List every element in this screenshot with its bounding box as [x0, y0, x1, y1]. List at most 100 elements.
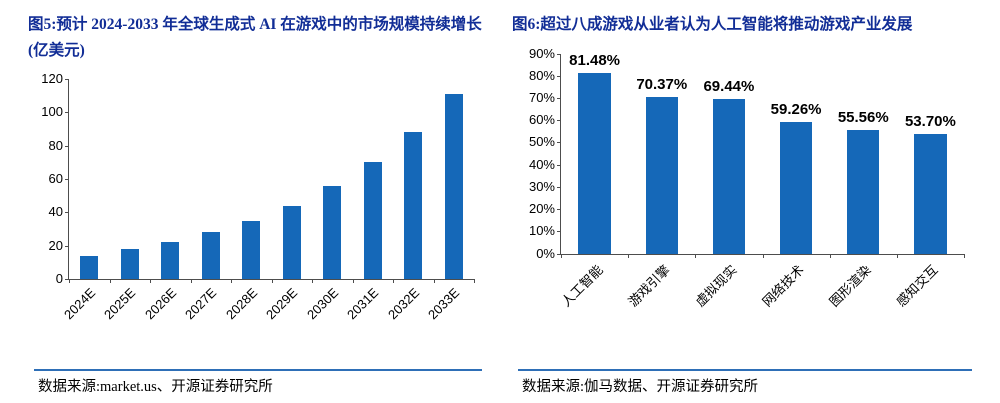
x-axis-label-text: 2029E [263, 285, 301, 323]
figure6-title: 图6:超过八成游戏从业者认为人工智能将推动游戏产业发展 [512, 16, 913, 33]
figure5-plot-area: 0 20 40 60 80 100 120 2024E 2025E 2026E 2027E 2028E… [41, 71, 475, 322]
x-axis-tick-mark [896, 253, 898, 258]
chart-bar [363, 162, 382, 280]
x-axis-label-text: 2026E [141, 285, 179, 323]
x-axis-label-text: 2032E [384, 285, 422, 323]
y-axis-tick-mark [557, 120, 561, 122]
chart-bar [914, 134, 947, 254]
y-axis-tick-mark [557, 253, 561, 255]
x-axis-tick-mark [150, 279, 151, 284]
y-axis-tick-mark [557, 231, 561, 233]
y-axis-tick-label: 40 [48, 204, 63, 220]
y-axis-tick-label: 20 [48, 237, 63, 253]
x-axis-tick-mark [762, 253, 764, 258]
bar-value-label: 53.70% [904, 113, 956, 131]
x-axis-tick-mark [829, 253, 831, 258]
y-axis-tick-label: 30% [528, 178, 555, 194]
y-axis-tick-label: 60% [528, 112, 555, 128]
x-axis-tick-mark [561, 253, 562, 258]
chart-bar [161, 242, 180, 280]
chart-bar [282, 205, 301, 280]
y-axis-tick-label: 120 [41, 71, 63, 87]
x-axis-label-text: 感知交互 [893, 261, 942, 310]
x-axis-tick-mark [271, 279, 273, 284]
x-axis-label-text: 2031E [344, 285, 382, 323]
y-axis-tick-label: 80% [528, 67, 555, 83]
x-axis-label-text: 游戏引擎 [625, 261, 673, 310]
chart-bar [201, 232, 220, 280]
x-axis-tick-mark [312, 279, 313, 284]
figure5-title: 图5:预计 2024-2033 年全球生成式 AI 在游戏中的市场规模持续增长(… [28, 16, 482, 59]
figure6-plot-area: 0% 10% 20% 30% 40% 50% 60% 70% 80% 90% 人工智能 81.48% 游… [529, 46, 965, 309]
chart-bar [779, 121, 813, 254]
y-axis-tick-mark [65, 279, 69, 281]
y-axis-tick-mark [65, 245, 69, 247]
bar-value-label: 70.37% [636, 76, 688, 94]
x-axis-label-text: 2030E [303, 285, 341, 323]
figure6-divider-line [518, 369, 972, 371]
chart-bar [578, 72, 611, 254]
chart-bar [80, 255, 99, 280]
x-axis-label-text: 2027E [182, 285, 220, 323]
y-axis-tick-mark [65, 112, 69, 114]
y-axis-tick-mark [65, 79, 69, 81]
x-axis-tick-mark [433, 279, 435, 284]
x-axis-tick-mark [964, 253, 965, 258]
chart-bar [712, 99, 746, 254]
y-axis-tick-label: 70% [528, 90, 555, 105]
x-axis-tick-mark [352, 279, 354, 284]
chart-bar [645, 97, 678, 254]
y-axis-tick-label: 100 [41, 104, 63, 120]
x-axis-label-text: 网络技术 [759, 261, 807, 310]
bar-value-label: 69.44% [703, 78, 755, 96]
y-axis-tick-mark [65, 212, 69, 214]
x-axis-tick-mark [474, 279, 475, 284]
x-axis-label-text: 虚拟现实 [692, 261, 740, 310]
y-axis-tick-mark [557, 142, 561, 144]
chart-bar [242, 220, 261, 280]
x-axis-label-text: 人工智能 [557, 261, 606, 310]
figure5-source: 数据来源:market.us、开源证券研究所 [38, 379, 273, 395]
x-axis-label-text: 2033E [425, 285, 463, 323]
x-axis-label-text: 2028E [222, 285, 260, 323]
chart-bar [847, 130, 880, 254]
x-axis-tick-mark [393, 279, 394, 284]
bar-value-label: 55.56% [837, 109, 889, 127]
x-axis-label-text: 图形渲染 [826, 261, 874, 310]
y-axis-tick-mark [557, 186, 561, 188]
bar-value-label: 81.48% [569, 51, 621, 69]
x-axis-tick-mark [190, 279, 192, 284]
figure5-divider-line [34, 369, 482, 371]
x-axis-label-text: 2025E [101, 285, 139, 323]
y-axis-tick-mark [557, 209, 561, 211]
figure5-bar-chart: 0 20 40 60 80 100 120 2024E 2025E 2026E 2027E 2028E… [28, 69, 484, 337]
bar-value-label: 59.26% [770, 100, 822, 118]
x-axis-tick-mark [109, 279, 111, 284]
y-axis-tick-label: 40% [528, 156, 555, 172]
y-axis-tick-label: 10% [528, 223, 555, 239]
y-axis-tick-label: 90% [528, 45, 555, 61]
figure6-bar-chart: 0% 10% 20% 30% 40% 50% 60% 70% 80% 90% 人工智能 81.48% 游… [512, 44, 974, 312]
figure6-panel: 图6:超过八成游戏从业者认为人工智能将推动游戏产业发展 0% 10% 20% 30% 4… [512, 0, 974, 403]
y-axis-tick-label: 0% [536, 245, 555, 261]
chart-bar [323, 185, 342, 280]
y-axis-tick-mark [557, 75, 561, 77]
y-axis-tick-mark [557, 164, 561, 166]
chart-bar [120, 249, 139, 280]
y-axis-tick-label: 0 [55, 271, 63, 287]
y-axis-tick-mark [65, 145, 69, 147]
y-axis-tick-label: 80 [48, 137, 63, 153]
y-axis-tick-label: 50% [528, 134, 555, 150]
chart-bar [444, 94, 463, 280]
x-axis-label-text: 2024E [60, 285, 98, 323]
x-axis-tick-mark [695, 253, 697, 258]
y-axis-tick-label: 20% [528, 201, 555, 217]
figure6-source: 数据来源:伽马数据、开源证券研究所 [522, 379, 759, 395]
y-axis-tick-label: 60 [48, 171, 63, 187]
x-axis-tick-mark [69, 279, 70, 284]
y-axis-tick-mark [557, 53, 561, 55]
chart-bar [404, 132, 423, 280]
figure5-panel: 图5:预计 2024-2033 年全球生成式 AI 在游戏中的市场规模持续增长(… [28, 0, 484, 403]
x-axis-tick-mark [231, 279, 232, 284]
